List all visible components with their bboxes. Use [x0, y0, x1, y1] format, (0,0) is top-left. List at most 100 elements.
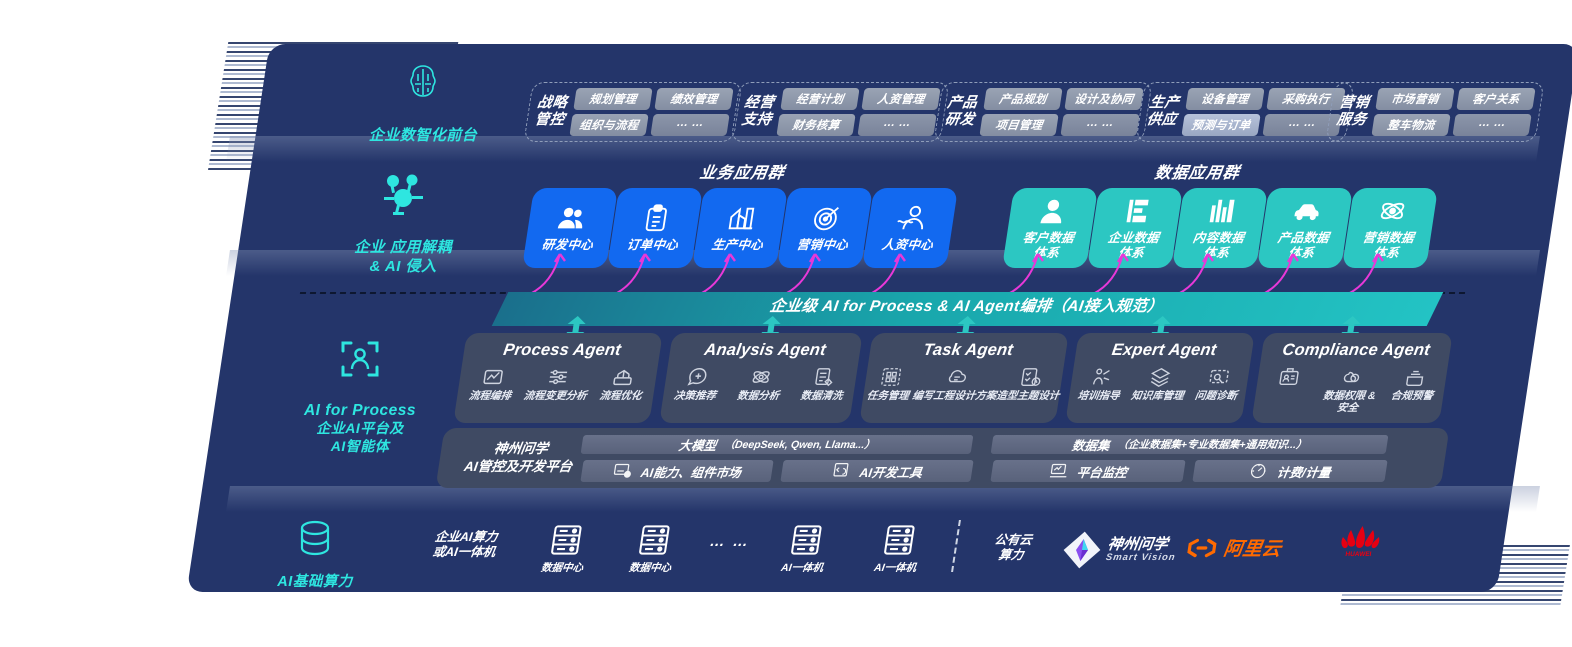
- chip[interactable]: … …: [650, 114, 730, 136]
- agent-feature[interactable]: 决策推荐: [662, 366, 731, 403]
- infra-node-datacenter-1[interactable]: 数据中心: [521, 523, 609, 575]
- infra-node-ai-appliance-2[interactable]: AI一体机: [854, 523, 942, 575]
- agent-feature-label: 编写工程设计方案: [911, 390, 998, 402]
- top-group-operations[interactable]: 经营 支持 经营计划 人资管理 财务核算 … …: [730, 82, 950, 142]
- agent-card-analysis[interactable]: Analysis Agent 决策推荐 数据分析 数据清洗: [659, 333, 863, 423]
- top-group-production-supply[interactable]: 生产 供应 设备管理 采购执行 预测与订单 … …: [1135, 82, 1355, 142]
- chip[interactable]: 经营计划: [780, 88, 860, 110]
- data-card-customer[interactable]: 客户数据 体系: [1001, 188, 1099, 268]
- agent-feature[interactable]: 培训指导: [1068, 366, 1132, 403]
- platform-ops-monitor[interactable]: 平台监控: [990, 460, 1186, 482]
- agent-feature-label: 流程优化: [598, 390, 643, 402]
- agent-feature[interactable]: 问题诊断: [1186, 366, 1250, 403]
- agent-feature[interactable]: 合规预警: [1378, 366, 1448, 415]
- rail-label-line2: & AI 侵入: [369, 257, 437, 275]
- app-card-hr-center[interactable]: 人资中心: [861, 188, 959, 268]
- agent-feature[interactable]: 数据分析: [726, 366, 795, 403]
- agent-card-task[interactable]: Task Agent 任务管理 编写工程设计方案 造型主题设计: [859, 333, 1069, 423]
- agent-card-compliance[interactable]: Compliance Agent 数据权限 & 安全 合规预警: [1251, 333, 1453, 423]
- agent-feature[interactable]: 造型主题设计: [995, 366, 1064, 403]
- agent-feature-label: 合规预警: [1390, 390, 1434, 402]
- bars-icon: [1209, 199, 1235, 223]
- chip[interactable]: … …: [1060, 114, 1140, 136]
- app-card-marketing-center[interactable]: 营销中心: [776, 188, 874, 268]
- top-group-product-rd[interactable]: 产品 研发 产品规划 设计及协同 项目管理 … …: [933, 82, 1153, 142]
- atom-icon: [1380, 203, 1405, 220]
- server-icon: [884, 525, 915, 555]
- platform-ops-billing[interactable]: 计费/计量: [1192, 460, 1388, 482]
- person-wave-icon: [897, 206, 924, 230]
- infra-node-ai-appliance-1[interactable]: AI一体机: [761, 523, 849, 575]
- ops-label: 平台监控: [1075, 465, 1128, 480]
- model-bar[interactable]: 大模型 （DeepSeek, Qwen, Llama...）: [580, 435, 974, 454]
- chip[interactable]: 财务核算: [776, 114, 856, 136]
- shenzhou-diamond-logo: [1063, 531, 1101, 569]
- chip[interactable]: 人资管理: [861, 88, 941, 110]
- chip[interactable]: 设备管理: [1185, 88, 1265, 110]
- rail-label: 企业数智化前台: [368, 127, 478, 144]
- agent-feature[interactable]: 数据清洗: [789, 366, 858, 403]
- app-card-production-center[interactable]: 生产中心: [691, 188, 789, 268]
- agent-feature-label: 流程变更分析: [522, 390, 588, 402]
- rail-label: AI基础算力: [277, 574, 353, 590]
- top-group-marketing-service[interactable]: 营销 服务 市场营销 客户关系 整车物流 … …: [1325, 82, 1545, 142]
- clipboard-icon: [645, 204, 667, 232]
- chip[interactable]: 组织与流程: [569, 114, 649, 136]
- agent-feature[interactable]: 流程编排: [456, 366, 527, 403]
- data-card-enterprise[interactable]: 企业数据 体系: [1086, 188, 1184, 268]
- agent-feature-label: 数据清洗: [799, 390, 844, 402]
- model-bar-main: 大模型: [677, 439, 718, 453]
- logo-huawei[interactable]: HUAWEI: [1317, 524, 1403, 563]
- chip[interactable]: … …: [1452, 114, 1532, 136]
- agent-feature[interactable]: 任务管理: [862, 366, 917, 403]
- platform-tool-devtools[interactable]: AI开发工具: [780, 460, 974, 482]
- chip[interactable]: 客户关系: [1456, 88, 1536, 110]
- logo-alibaba-cloud[interactable]: 阿里云: [1183, 534, 1317, 561]
- data-card-marketing[interactable]: 营销数据 体系: [1341, 188, 1439, 268]
- chip[interactable]: 绩效管理: [654, 88, 734, 110]
- data-card-content[interactable]: 内容数据 体系: [1171, 188, 1269, 268]
- infra-label-line1: 企业AI算力: [433, 530, 499, 544]
- app-card-rd-center[interactable]: 研发中心: [521, 188, 619, 268]
- logo-name: 神州问学: [1106, 536, 1170, 553]
- agent-feature[interactable]: 数据权限 & 安全: [1315, 366, 1385, 415]
- logo-shenzhou[interactable]: 神州问学 Smart Vision: [1059, 530, 1195, 570]
- id-card-icon: [1279, 368, 1300, 386]
- infra-node-datacenter-2[interactable]: 数据中心: [609, 523, 697, 575]
- agent-title: Task Agent: [922, 341, 1015, 359]
- agent-feature-label: 决策推荐: [673, 390, 717, 402]
- logo-name: 阿里云: [1222, 539, 1283, 560]
- agent-feature-list: 任务管理 编写工程设计方案 造型主题设计: [862, 366, 1064, 403]
- dataset-bar[interactable]: 数据集 （企业数据集+专业数据集+通用知识...）: [990, 435, 1389, 454]
- agent-card-expert[interactable]: Expert Agent 培训指导 知识库管理 问题诊断: [1065, 333, 1255, 423]
- chip[interactable]: 规划管理: [573, 88, 653, 110]
- task-grid-icon: [880, 368, 901, 386]
- group-chip-list: 市场营销 客户关系 整车物流 … …: [1371, 88, 1536, 136]
- agent-card-process[interactable]: Process Agent 流程编排 流程变更分析 流程优化: [453, 333, 663, 423]
- model-bar-sub: （DeepSeek, Qwen, Llama...）: [723, 439, 876, 451]
- top-group-strategy[interactable]: 战略 管控 规划管理 绩效管理 组织与流程 … …: [523, 82, 743, 142]
- chip[interactable]: 产品规划: [983, 88, 1063, 110]
- chip[interactable]: 设计及协同: [1064, 88, 1144, 110]
- heading-business-apps: 业务应用群: [698, 165, 786, 182]
- agent-feature[interactable]: [1252, 366, 1322, 415]
- agent-feature[interactable]: 知识库管理: [1127, 366, 1191, 403]
- data-card-product[interactable]: 产品数据 体系: [1256, 188, 1354, 268]
- platform-tool-components[interactable]: AI能力、组件市场: [580, 460, 774, 482]
- chip[interactable]: 预测与订单: [1181, 114, 1261, 136]
- connector-arrows-business: [529, 253, 1384, 295]
- agent-feature-label: 知识库管理: [1130, 390, 1185, 402]
- chip[interactable]: 项目管理: [979, 114, 1059, 136]
- group-chip-list: 设备管理 采购执行 预测与订单 … …: [1181, 88, 1346, 136]
- agent-feature[interactable]: 编写工程设计方案: [911, 366, 1001, 403]
- huawei-logo: HUAWEI: [1341, 526, 1380, 558]
- app-card-order-center[interactable]: 订单中心: [606, 188, 704, 268]
- agent-feature[interactable]: 流程变更分析: [522, 366, 593, 403]
- infra-node-label: AI一体机: [780, 562, 825, 574]
- chip[interactable]: 市场营销: [1375, 88, 1455, 110]
- server-icon: [791, 525, 822, 555]
- chip[interactable]: 整车物流: [1371, 114, 1451, 136]
- brain-chip-icon: [410, 65, 436, 97]
- agent-feature[interactable]: 流程优化: [587, 366, 658, 403]
- chip[interactable]: … …: [857, 114, 937, 136]
